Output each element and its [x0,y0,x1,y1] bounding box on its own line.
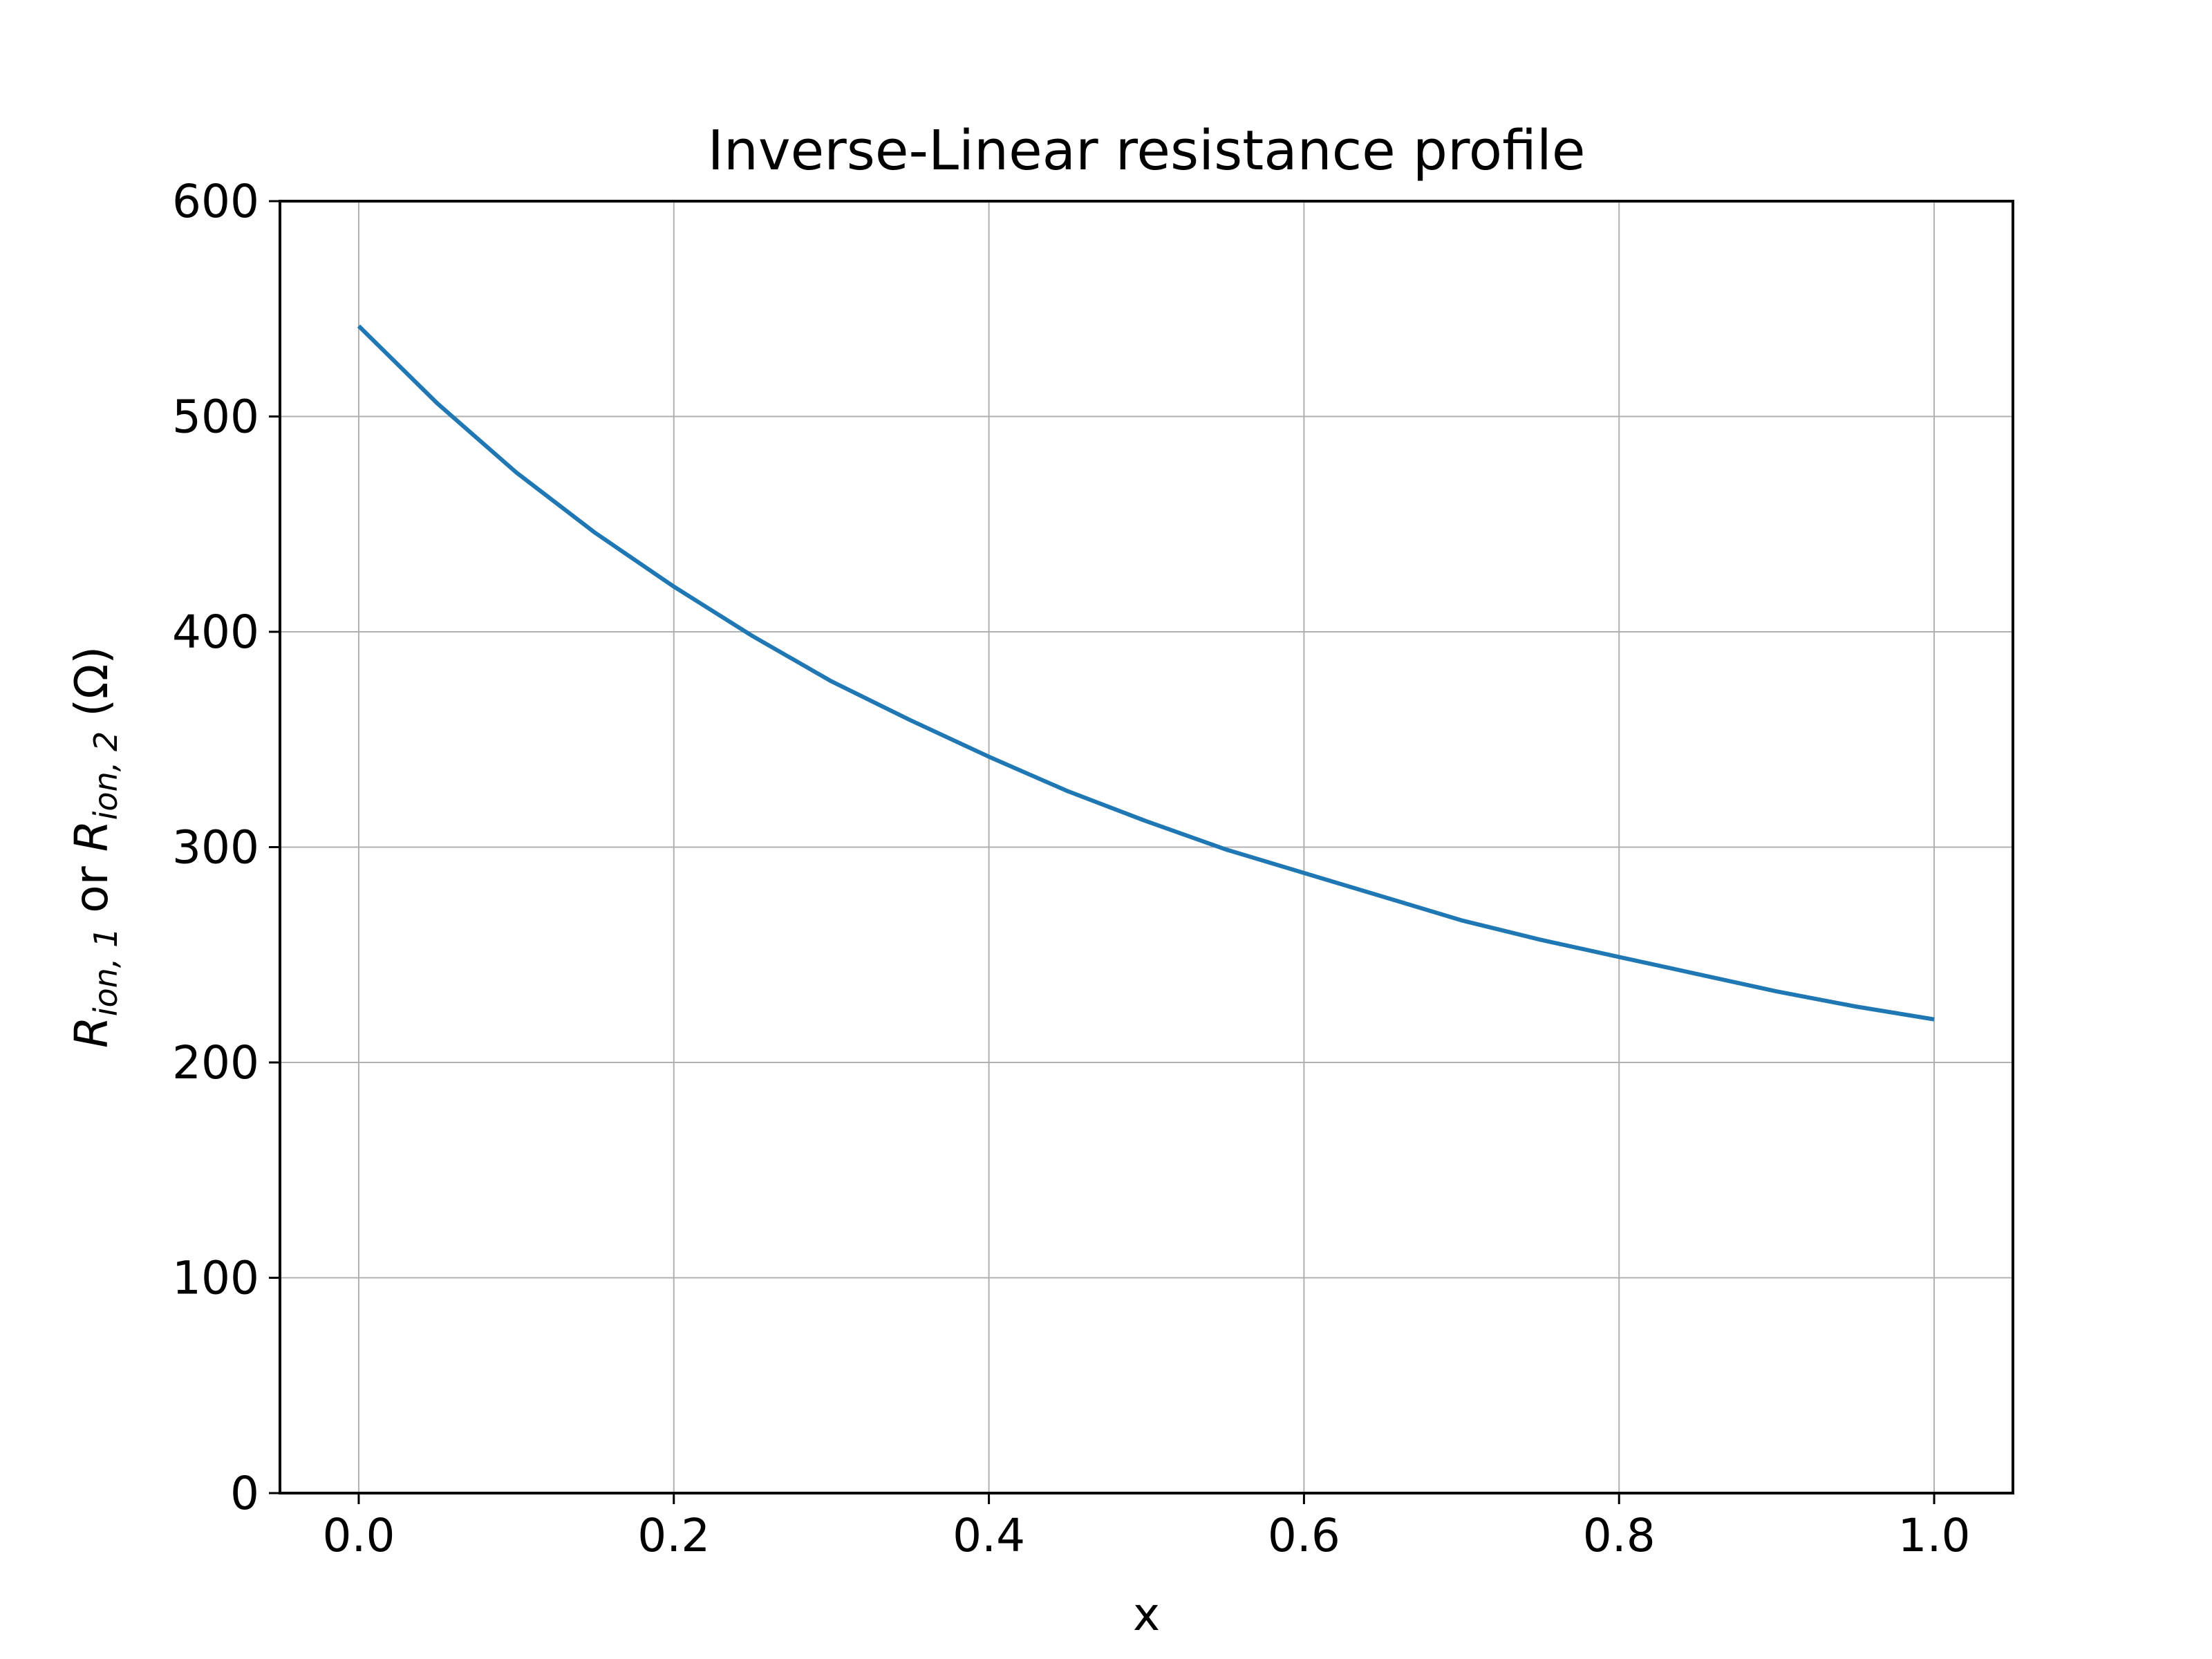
x-tick-label: 0.6 [1268,1509,1340,1562]
y-axis-label-part: (Ω) [65,646,118,731]
x-tick-label: 1.0 [1898,1509,1971,1562]
series-line [357,324,1935,1022]
y-axis-label-part: R [65,820,118,852]
y-tick-label: 400 [172,606,259,659]
y-axis-label-part: R [65,1016,118,1048]
x-tick-label: 0.2 [637,1509,710,1562]
ticks: 0.0 0.2 0.4 0.6 0.8 1.0 0 100 200 300 400 500 600 [172,175,1971,1562]
chart-title: Inverse-Linear resistance profile [708,119,1586,182]
y-tick-label: 0 [230,1467,259,1520]
x-axis-label: x [1133,1588,1160,1641]
x-tick-label: 0.4 [953,1509,1025,1562]
y-axis-label: Rion, 1 or Rion, 2 (Ω) [65,646,124,1048]
y-tick-label: 300 [172,821,259,874]
y-tick-label: 100 [172,1252,259,1305]
y-tick-label: 600 [172,175,259,228]
y-axis-label-part: or [65,852,118,927]
y-axis-label-part: ion, 2 [87,731,124,821]
plot-lines [357,324,1935,1022]
y-tick-label: 500 [172,391,259,444]
x-tick-label: 0.0 [322,1509,395,1562]
y-axis-label-part: ion, 1 [87,928,124,1017]
x-tick-label: 0.8 [1583,1509,1656,1562]
y-tick-label: 200 [172,1036,259,1089]
